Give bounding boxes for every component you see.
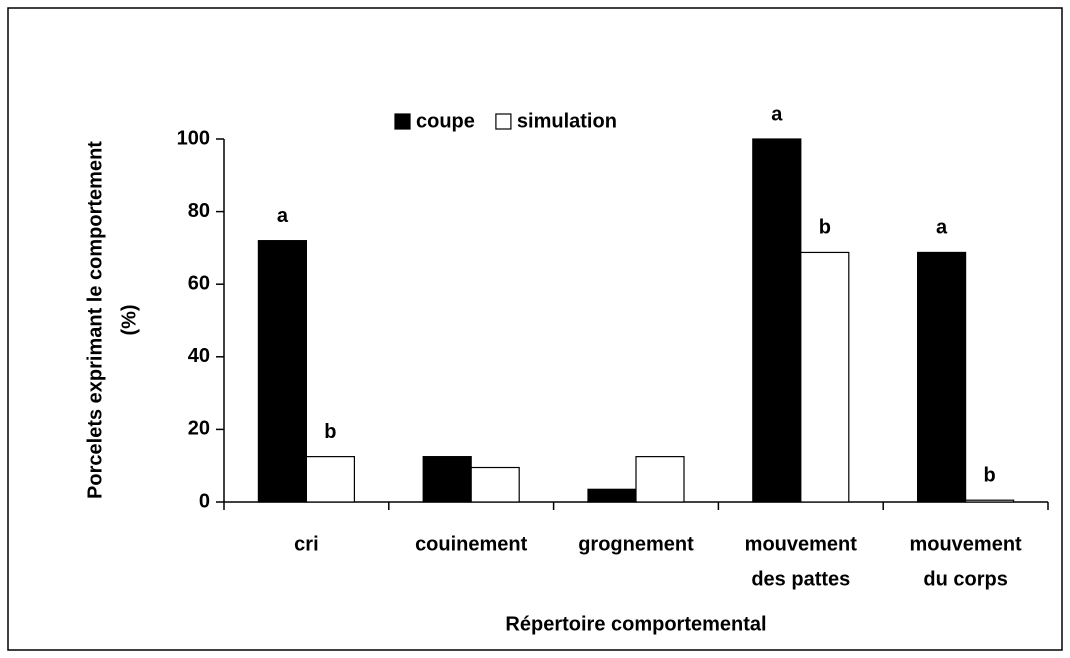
x-tick-label: grognement bbox=[578, 533, 694, 555]
bar bbox=[635, 456, 685, 503]
bar-letter: b bbox=[324, 421, 336, 443]
bar-letter: b bbox=[983, 464, 995, 486]
x-axis-label: Répertoire comportemental bbox=[505, 613, 766, 635]
bar-letter: a bbox=[771, 103, 783, 125]
x-tick-label: mouvement bbox=[745, 533, 858, 555]
y-axis-label-line: (%) bbox=[118, 304, 140, 335]
x-tick-label: mouvement bbox=[909, 533, 1022, 555]
y-axis-label: Porcelets exprimant le comportement (%) bbox=[84, 141, 140, 499]
bar bbox=[470, 466, 520, 503]
frame bbox=[7, 7, 1063, 651]
y-axis-label-line: Porcelets exprimant le comportement bbox=[84, 141, 106, 499]
y-tick-label: 20 bbox=[188, 418, 210, 440]
bar bbox=[257, 240, 307, 503]
bar bbox=[305, 456, 355, 503]
bar-letter: b bbox=[819, 217, 831, 239]
x-tick-label: du corps bbox=[923, 568, 1007, 590]
x-tick-label: couinement bbox=[415, 533, 528, 555]
bar bbox=[422, 456, 472, 503]
y-tick-label: 60 bbox=[188, 272, 210, 294]
x-tick-label: des pattes bbox=[751, 568, 850, 590]
bar bbox=[752, 138, 802, 503]
bar-letter: a bbox=[277, 205, 289, 227]
x-tick-label: cri bbox=[294, 533, 318, 555]
bar-letter: a bbox=[936, 217, 948, 239]
y-tick-label: 80 bbox=[188, 200, 210, 222]
legend-label: simulation bbox=[517, 110, 617, 132]
legend-swatch bbox=[495, 113, 512, 130]
legend-label: coupe bbox=[416, 110, 475, 132]
bar bbox=[916, 251, 967, 503]
y-tick-label: 100 bbox=[177, 127, 210, 149]
y-tick-label: 40 bbox=[188, 345, 210, 367]
bar bbox=[587, 488, 637, 503]
bar bbox=[800, 251, 850, 503]
y-tick-label: 0 bbox=[199, 490, 210, 512]
bar bbox=[964, 499, 1015, 503]
legend-swatch bbox=[394, 113, 411, 130]
